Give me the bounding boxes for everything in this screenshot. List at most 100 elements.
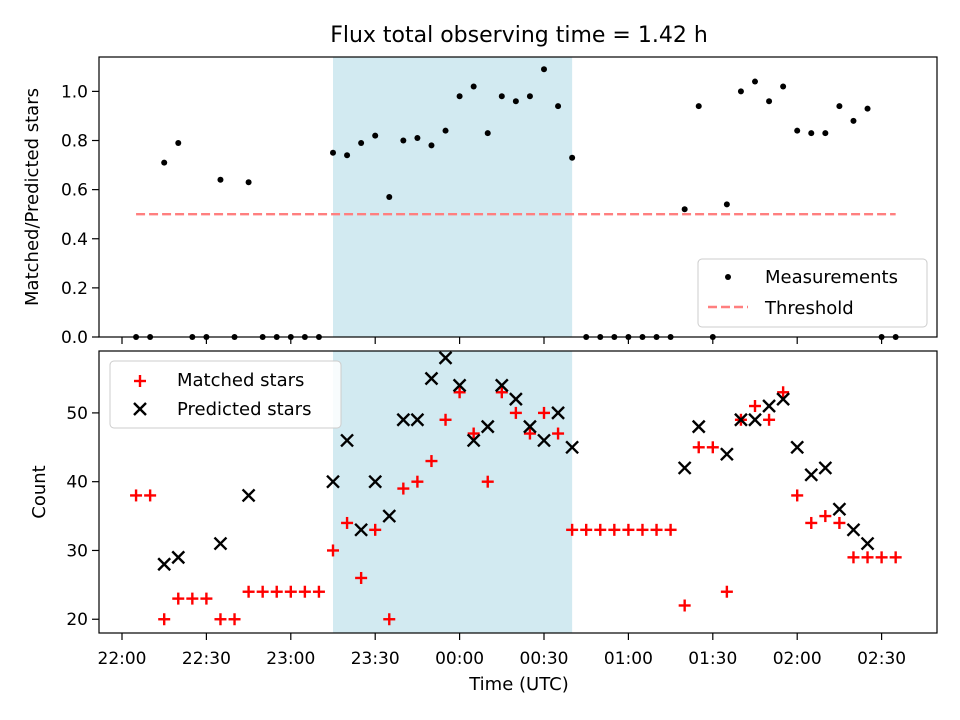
measurement-point xyxy=(245,179,252,186)
measurement-point xyxy=(850,117,857,124)
measurement-point xyxy=(175,139,182,146)
measurement-point xyxy=(456,93,463,100)
predicted-star-point xyxy=(551,406,565,420)
bottom-panel: 20 30 40 50 22:00 22:30 23:00 23:30 00:00 00:30 0… xyxy=(29,350,938,695)
predicted-star-point xyxy=(720,447,734,462)
measurement-point xyxy=(161,159,168,166)
bottom-y-tick-label: 50 xyxy=(66,404,88,424)
matched-star-point xyxy=(467,427,480,440)
measurement-point xyxy=(808,130,815,137)
matched-star-point xyxy=(383,613,396,626)
matched-star-point xyxy=(566,523,579,536)
matched-star-point xyxy=(805,516,818,529)
measurement-point xyxy=(372,132,379,139)
measurement-point xyxy=(864,105,871,112)
measurement-point xyxy=(330,149,336,156)
measurement-point xyxy=(400,137,407,144)
matched-star-point xyxy=(228,613,241,626)
x-tick-label: 23:30 xyxy=(351,649,400,669)
bottom-y-tick-label: 30 xyxy=(66,541,88,561)
matched-star-point xyxy=(369,523,382,536)
measurement-point xyxy=(484,130,491,137)
measurement-point xyxy=(386,194,393,200)
legend-predicted-label: Predicted stars xyxy=(177,399,311,420)
matched-star-point xyxy=(749,400,761,413)
matched-star-point xyxy=(327,544,339,557)
matched-star-point xyxy=(608,523,621,536)
legend-matched-marker xyxy=(134,375,146,387)
x-tick-label: 02:30 xyxy=(857,649,906,669)
top-y-axis-ticks: 0.0 0.2 0.4 0.6 0.8 1.0 xyxy=(61,82,99,348)
predicted-star-point xyxy=(677,461,692,475)
top-legend: Measurements Threshold xyxy=(697,258,928,328)
predicted-star-point xyxy=(368,474,383,489)
matched-star-point xyxy=(650,523,663,536)
matched-star-point xyxy=(298,585,311,598)
predicted-star-point xyxy=(691,419,706,434)
matched-star-point xyxy=(538,406,550,419)
matched-star-point xyxy=(861,551,874,564)
matched-star-point xyxy=(439,413,452,426)
bottom-observing-window-shade xyxy=(333,351,573,633)
top-panel: 0.0 0.2 0.4 0.6 0.8 1.0 Matched/Predicted sta… xyxy=(22,56,938,348)
matched-star-point xyxy=(284,585,297,598)
bottom-legend-box xyxy=(109,360,342,429)
predicted-star-point xyxy=(241,488,256,503)
matched-star-point xyxy=(875,551,888,564)
matched-star-point xyxy=(425,455,438,468)
top-y-axis-label: Matched/Predicted stars xyxy=(22,88,43,306)
matched-star-point xyxy=(355,571,368,584)
bottom-y-tick-label: 40 xyxy=(66,473,88,493)
measurement-point xyxy=(414,135,421,142)
predicted-star-point xyxy=(354,522,368,537)
matched-star-point xyxy=(312,585,325,598)
predicted-star-point xyxy=(494,378,509,393)
top-axes-frame xyxy=(98,56,938,338)
predicted-star-point xyxy=(452,378,467,393)
predicted-star-point xyxy=(818,461,833,475)
x-tick-label: 00:00 xyxy=(435,649,484,669)
bottom-axes-frame xyxy=(98,350,938,634)
matched-star-point xyxy=(242,585,255,598)
x-tick-label: 22:00 xyxy=(98,649,147,669)
matched-star-point xyxy=(341,516,354,529)
top-observing-window-shade xyxy=(333,57,573,337)
matched-star-point xyxy=(411,475,424,488)
measurement-point xyxy=(512,98,519,105)
matched-star-point xyxy=(130,489,143,502)
predicted-star-point xyxy=(157,557,172,572)
predicted-star-point xyxy=(213,536,228,551)
matched-star-point xyxy=(495,386,508,399)
predicted-star-point xyxy=(748,412,762,427)
predicted-star-point xyxy=(804,467,819,482)
measurement-point xyxy=(358,139,365,146)
measurement-point xyxy=(695,103,702,110)
matched-star-point xyxy=(692,441,705,454)
matched-star-point xyxy=(270,585,283,598)
predicted-star-point xyxy=(438,351,453,365)
matched-star-point xyxy=(791,489,804,502)
x-tick-label: 01:30 xyxy=(688,649,737,669)
x-tick-label: 02:00 xyxy=(773,649,822,669)
matched-star-point xyxy=(636,523,649,536)
measurement-point xyxy=(428,142,435,149)
predicted-star-point xyxy=(326,474,340,489)
measurement-point xyxy=(822,130,829,137)
matched-star-point xyxy=(172,592,185,605)
measurement-point xyxy=(569,154,576,161)
bottom-x-axis-label: Time (UTC) xyxy=(468,674,569,695)
measurement-point xyxy=(752,78,758,85)
legend-measurements-label: Measurements xyxy=(765,267,898,288)
bottom-y-axis-label: Count xyxy=(29,465,50,518)
matched-star-point xyxy=(664,523,677,536)
predicted-star-point xyxy=(382,509,397,523)
top-y-tick-label: 0.2 xyxy=(61,279,88,299)
bottom-legend: Matched stars Predicted stars xyxy=(109,360,342,429)
matched-star-point xyxy=(509,406,522,419)
measurement-point xyxy=(344,152,351,159)
x-tick-label: 22:30 xyxy=(182,649,231,669)
measurement-point xyxy=(723,201,730,208)
matched-star-point xyxy=(256,585,269,598)
matched-star-point xyxy=(819,510,832,523)
